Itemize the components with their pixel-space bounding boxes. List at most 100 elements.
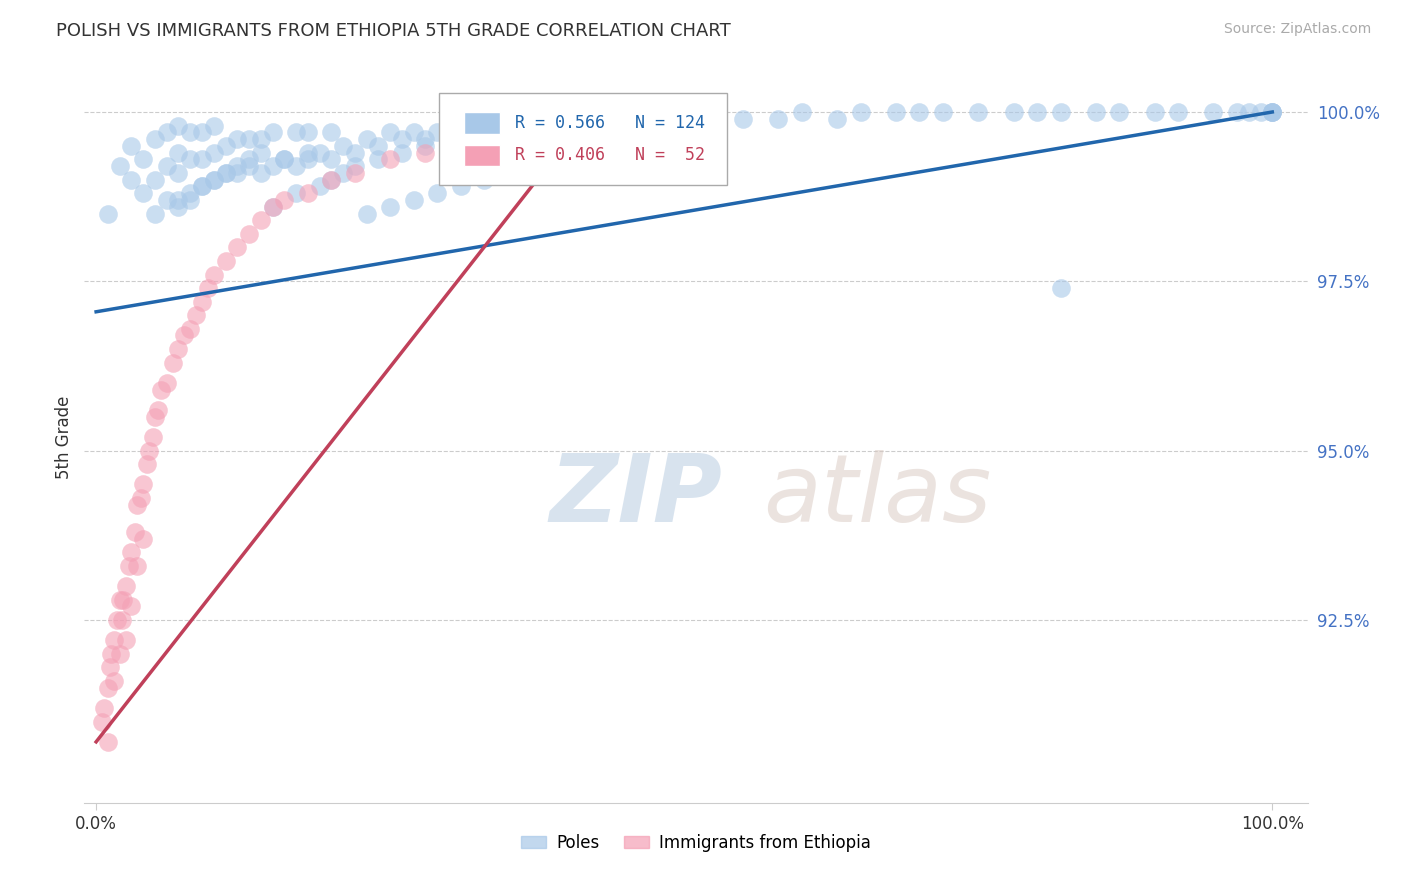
Point xyxy=(380,125,402,139)
Point xyxy=(111,613,134,627)
Point xyxy=(112,592,135,607)
Point xyxy=(202,119,225,133)
Point xyxy=(202,172,225,186)
Point xyxy=(149,383,172,397)
Point xyxy=(97,681,120,695)
Point xyxy=(472,172,495,186)
Point xyxy=(179,153,201,167)
Point xyxy=(402,125,425,139)
Point xyxy=(262,125,284,139)
Point xyxy=(731,112,754,126)
Point xyxy=(1261,105,1284,120)
FancyBboxPatch shape xyxy=(439,94,727,185)
Point xyxy=(461,139,484,153)
FancyBboxPatch shape xyxy=(464,145,501,167)
Point xyxy=(226,166,249,180)
Point xyxy=(908,105,931,120)
Point xyxy=(93,701,115,715)
Point xyxy=(321,125,343,139)
Point xyxy=(380,153,402,167)
Point xyxy=(98,660,121,674)
Point xyxy=(179,322,201,336)
Point xyxy=(696,112,718,126)
Point xyxy=(391,132,413,146)
Point xyxy=(226,159,249,173)
Point xyxy=(179,186,201,201)
Point xyxy=(127,558,149,573)
Point xyxy=(127,498,149,512)
Point xyxy=(1049,105,1071,120)
Legend: Poles, Immigrants from Ethiopia: Poles, Immigrants from Ethiopia xyxy=(513,826,879,860)
Point xyxy=(343,166,366,180)
Point xyxy=(485,119,508,133)
Point xyxy=(214,254,236,268)
Point xyxy=(191,125,214,139)
Point xyxy=(184,308,207,322)
Point xyxy=(1261,105,1284,120)
Point xyxy=(849,105,872,120)
Point xyxy=(143,206,166,220)
Point xyxy=(138,443,160,458)
Point xyxy=(1202,105,1225,120)
Point xyxy=(650,112,672,126)
Point xyxy=(103,673,125,688)
Point xyxy=(156,376,179,390)
Y-axis label: 5th Grade: 5th Grade xyxy=(55,395,73,479)
Point xyxy=(321,172,343,186)
Point xyxy=(97,735,120,749)
Point xyxy=(415,139,437,153)
Point xyxy=(555,119,578,133)
Point xyxy=(437,159,460,173)
Point xyxy=(496,166,519,180)
Point xyxy=(238,132,260,146)
Point xyxy=(450,125,472,139)
Point xyxy=(356,132,378,146)
Point xyxy=(262,200,284,214)
Point xyxy=(967,105,990,120)
Point xyxy=(426,186,449,201)
Point xyxy=(472,125,495,139)
Text: R = 0.406   N =  52: R = 0.406 N = 52 xyxy=(515,146,704,164)
Point xyxy=(238,227,260,241)
Point xyxy=(531,119,554,133)
Point xyxy=(297,186,319,201)
Point xyxy=(179,193,201,207)
Point xyxy=(202,145,225,160)
Point xyxy=(132,532,155,546)
Point xyxy=(285,186,308,201)
Point xyxy=(214,166,236,180)
Point xyxy=(509,145,531,160)
Point xyxy=(321,153,343,167)
Point xyxy=(1143,105,1166,120)
Point xyxy=(273,193,295,207)
Point xyxy=(167,166,190,180)
FancyBboxPatch shape xyxy=(464,112,501,134)
Point xyxy=(249,132,271,146)
Text: ZIP: ZIP xyxy=(550,450,723,541)
Point xyxy=(120,139,142,153)
Text: POLISH VS IMMIGRANTS FROM ETHIOPIA 5TH GRADE CORRELATION CHART: POLISH VS IMMIGRANTS FROM ETHIOPIA 5TH G… xyxy=(56,22,731,40)
Point xyxy=(485,153,508,167)
Point xyxy=(626,112,648,126)
Point xyxy=(461,132,484,146)
Text: atlas: atlas xyxy=(763,450,991,541)
Point xyxy=(143,132,166,146)
Point xyxy=(167,193,190,207)
Point xyxy=(132,186,155,201)
Point xyxy=(343,159,366,173)
Point xyxy=(162,355,184,369)
Point xyxy=(191,153,214,167)
Point xyxy=(1026,105,1049,120)
Point xyxy=(124,524,146,539)
Point xyxy=(249,145,271,160)
Point xyxy=(118,558,141,573)
Point xyxy=(520,119,543,133)
Point xyxy=(120,545,142,559)
Point xyxy=(202,268,225,282)
Point xyxy=(1226,105,1249,120)
Point xyxy=(1261,105,1284,120)
Point xyxy=(173,328,195,343)
Point xyxy=(191,179,214,194)
Point xyxy=(391,145,413,160)
Point xyxy=(415,132,437,146)
